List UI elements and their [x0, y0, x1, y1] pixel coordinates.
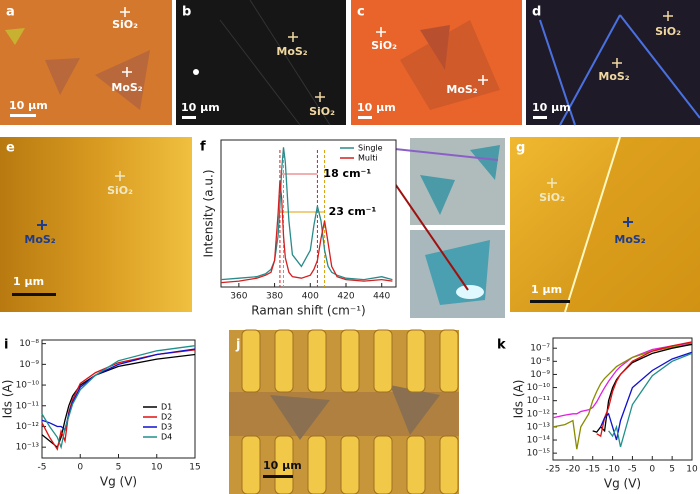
panel-label: k [497, 338, 506, 353]
y-tick-label: 10⁻¹² [16, 422, 40, 432]
y-tick-label: 10⁻¹¹ [16, 401, 40, 411]
series-line [592, 343, 693, 433]
y-tick-label: 10⁻¹⁴ [527, 436, 551, 446]
scale-label: 10 μm [532, 101, 571, 114]
label: MoS₂ [24, 233, 55, 246]
panel-label: a [6, 5, 15, 20]
panel-label: b [182, 5, 191, 20]
legend-label: D2 [161, 413, 172, 422]
x-tick-label: -5 [628, 465, 637, 475]
x-tick-label: 360 [230, 292, 247, 302]
legend-label: Multi [358, 154, 378, 163]
y-tick-label: 10⁻¹² [527, 409, 551, 419]
panel-j: j 10 μm [229, 329, 459, 494]
y-axis-label: Intensity (a.u.) [202, 170, 216, 258]
scale-label: 1 μm [531, 283, 562, 296]
label: SiO₂ [371, 39, 397, 52]
y-axis-label: Ids (A) [512, 380, 526, 419]
panel-label: g [516, 141, 525, 156]
annotation: 18 cm⁻¹ [323, 167, 371, 180]
series-line [41, 348, 196, 431]
label: SiO₂ [309, 105, 335, 118]
scale-label: 10 μm [181, 101, 220, 114]
y-tick-label: 10⁻⁸ [19, 339, 39, 349]
label: MoS₂ [276, 45, 307, 58]
x-tick-label: -15 [585, 465, 600, 475]
y-tick-label: 10⁻⁹ [19, 360, 39, 370]
legend-label: D1 [161, 403, 172, 412]
y-tick-label: 10⁻¹⁰ [527, 383, 551, 393]
x-tick-label: -20 [566, 465, 581, 475]
label: MoS₂ [111, 81, 142, 94]
panel-label: j [235, 338, 240, 353]
label: SiO₂ [112, 18, 138, 31]
series-line [220, 181, 393, 284]
annotation: 23 cm⁻¹ [329, 205, 377, 218]
plot-frame [41, 339, 196, 459]
x-tick-label: -25 [546, 465, 561, 475]
label: MoS₂ [598, 70, 629, 83]
series-line [608, 352, 693, 448]
x-axis-label: Raman shift (cm⁻¹) [251, 304, 365, 318]
x-tick-label: 5 [669, 465, 675, 475]
panel-label: f [200, 140, 206, 155]
label: SiO₂ [655, 25, 681, 38]
panel-e: e SiO₂ MoS₂ 1 μm [0, 137, 192, 312]
y-tick-label: 10⁻⁷ [530, 344, 550, 354]
scale-label: 10 μm [357, 101, 396, 114]
y-axis-label: Ids (A) [1, 380, 15, 419]
panel-b: b MoS₂ SiO₂ 10 μm [176, 0, 346, 126]
label: MoS₂ [446, 83, 477, 96]
label: SiO₂ [539, 191, 565, 204]
x-tick-label: 440 [373, 292, 390, 302]
series-line [41, 349, 196, 451]
panel-label: e [6, 141, 15, 156]
panel-d: d SiO₂ MoS₂ 10 μm [526, 0, 700, 126]
x-tick-label: 400 [302, 292, 319, 302]
panel-label: c [357, 5, 365, 20]
x-tick-label: -5 [38, 463, 47, 473]
series-line [600, 351, 693, 441]
y-tick-label: 10⁻¹³ [527, 422, 551, 432]
y-tick-label: 10⁻¹⁵ [527, 449, 551, 459]
raman-images [410, 138, 505, 318]
legend-label: D4 [161, 433, 172, 442]
y-tick-label: 10⁻¹¹ [527, 396, 551, 406]
x-axis-label: Vg (V) [100, 475, 137, 489]
y-tick-label: 10⁻¹³ [16, 443, 40, 453]
series-line [596, 341, 693, 438]
y-tick-label: 10⁻⁸ [530, 357, 550, 367]
legend-label: Single [358, 144, 383, 153]
label: MoS₂ [614, 233, 645, 246]
panel-g: g SiO₂ MoS₂ 1 μm [510, 136, 700, 313]
panel-label: i [4, 338, 8, 353]
x-tick-label: -10 [605, 465, 620, 475]
x-tick-label: 380 [266, 292, 283, 302]
legend-label: D3 [161, 423, 172, 432]
panel-a: a SiO₂ MoS₂ 10 μm [0, 0, 172, 125]
scale-label: 1 μm [13, 275, 44, 288]
panel-c: c SiO₂ MoS₂ 10 μm [351, 0, 522, 125]
plot-frame [220, 139, 397, 288]
scale-label: 10 μm [263, 459, 302, 472]
x-tick-label: 0 [77, 463, 83, 473]
y-tick-label: 10⁻¹⁰ [16, 381, 40, 391]
y-tick-label: 10⁻⁹ [530, 370, 550, 380]
x-tick-label: 15 [189, 463, 200, 473]
x-tick-label: 420 [337, 292, 354, 302]
label: SiO₂ [107, 184, 133, 197]
x-tick-label: 5 [116, 463, 122, 473]
series-line [41, 345, 196, 450]
x-tick-label: 10 [686, 465, 698, 475]
panel-label: d [532, 5, 541, 20]
x-tick-label: 0 [649, 465, 655, 475]
scale-label: 10 μm [9, 99, 48, 112]
x-axis-label: Vg (V) [604, 477, 641, 491]
series-line [552, 343, 693, 450]
x-tick-label: 10 [151, 463, 163, 473]
